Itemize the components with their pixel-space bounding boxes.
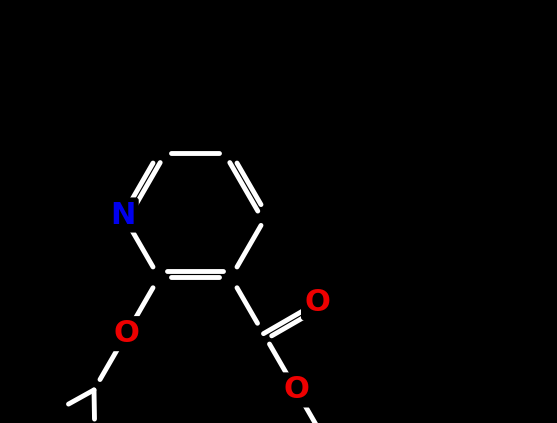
Text: O: O [283, 376, 309, 404]
Text: N: N [110, 201, 136, 230]
Text: O: O [114, 319, 139, 348]
Text: O: O [304, 288, 330, 317]
